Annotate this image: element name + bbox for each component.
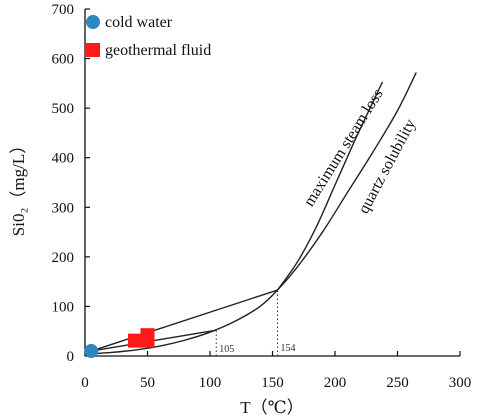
y-tick-label: 400 bbox=[52, 151, 75, 167]
annotation-quartz-solubility: quartz solubility bbox=[355, 116, 419, 216]
series-quartz-solubility-line bbox=[84, 72, 417, 355]
annotation-154: 154 bbox=[281, 343, 296, 354]
x-tick-label: 200 bbox=[324, 375, 347, 391]
legend-label-geothermal-fluid: geothermal fluid bbox=[105, 42, 211, 59]
legend: cold water geothermal fluid bbox=[86, 14, 211, 59]
legend-marker-geothermal-fluid bbox=[86, 43, 100, 57]
x-axis-title: T（℃） bbox=[240, 398, 303, 417]
x-tick-label: 150 bbox=[261, 375, 284, 391]
y-tick-label: 500 bbox=[52, 101, 75, 117]
y-tick-label: 0 bbox=[67, 349, 75, 365]
y-tick-label: 300 bbox=[52, 200, 75, 216]
x-tick-label: 300 bbox=[449, 375, 472, 391]
x-tick-label: 0 bbox=[81, 375, 89, 391]
point-geothermal-fluid bbox=[140, 328, 155, 343]
y-tick-label: 200 bbox=[52, 250, 75, 266]
legend-marker-cold-water bbox=[86, 15, 100, 29]
axes: 0 50 100 150 200 250 300 0 100 200 300 400 500 600 700… bbox=[9, 2, 471, 417]
x-tick-label: 250 bbox=[386, 375, 409, 391]
y-tick-label: 100 bbox=[52, 299, 75, 315]
legend-label-cold-water: cold water bbox=[105, 14, 173, 31]
x-tick-label: 50 bbox=[140, 375, 155, 391]
y-tick-label: 700 bbox=[52, 2, 75, 18]
x-tick-label: 100 bbox=[199, 375, 222, 391]
points-layer bbox=[84, 328, 155, 359]
point-cold-water bbox=[84, 344, 99, 359]
series-mixing-line-1-line bbox=[91, 289, 278, 352]
y-tick-label: 600 bbox=[52, 52, 75, 68]
point-geothermal-fluid bbox=[128, 333, 142, 348]
series-maximum-steam-loss-line bbox=[276, 81, 384, 291]
annotation-105: 105 bbox=[219, 344, 234, 355]
y-axis-title: Si0₂（mg/L） bbox=[9, 137, 28, 236]
